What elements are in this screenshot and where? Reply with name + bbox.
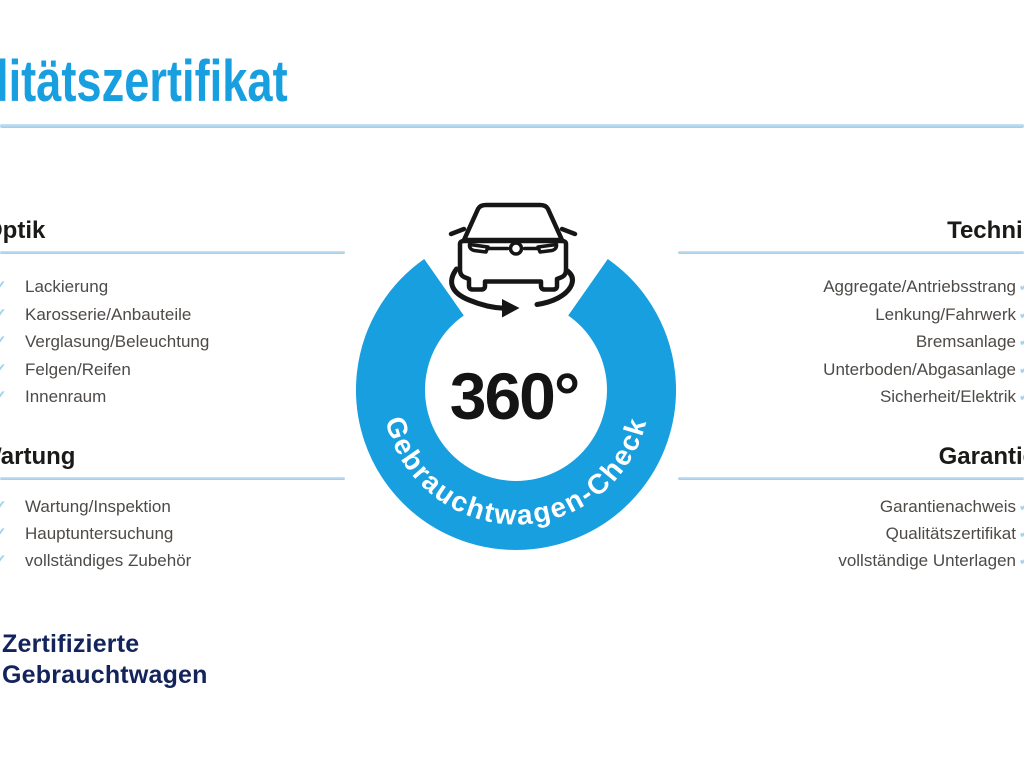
check-icon: ✓	[1018, 333, 1024, 351]
check-icon: ✓	[0, 306, 7, 323]
checklist-item-label: Sicherheit/Elektrik	[879, 387, 1016, 406]
section-heading-garantie: Garantie	[938, 443, 1024, 470]
brand-line1: Zertifizierte	[2, 630, 140, 658]
check-icon: ✓	[1018, 498, 1024, 516]
checklist-item-label: Bremsanlage	[915, 332, 1016, 351]
check-icon: ✓	[1018, 552, 1024, 570]
checklist-item-label: Innenraum	[25, 387, 107, 406]
badge-ring	[356, 258, 676, 550]
checklist-item: ✓ Felgen/Reifen	[0, 359, 131, 381]
checklist-item: vollständige Unterlagen ✓	[838, 550, 1024, 572]
section-heading-technik: Technik	[947, 217, 1024, 244]
checklist-item-label: Felgen/Reifen	[25, 360, 131, 379]
badge-value: 360°	[450, 359, 579, 433]
check-icon: ✓	[0, 498, 7, 515]
section-heading-wartung: Wartung	[0, 443, 76, 470]
check-icon: ✓	[0, 278, 7, 295]
checklist-item: Garantienachweis ✓	[880, 496, 1024, 518]
brand-logo-text: Zertifizierte Gebrauchtwagen	[2, 629, 208, 691]
checklist-item: Bremsanlage ✓	[916, 331, 1024, 353]
checklist-item: Unterboden/Abgasanlage ✓	[823, 359, 1024, 381]
checklist-item: ✓ Wartung/Inspektion	[0, 496, 171, 518]
check-icon: ✓	[1018, 278, 1024, 296]
checklist-item: ✓ Lackierung	[0, 276, 108, 298]
title-divider	[0, 124, 1024, 128]
rotate-arrow-icon	[449, 266, 575, 318]
checklist-item-label: Lenkung/Fahrwerk	[875, 305, 1016, 324]
checklist-item: ✓ Hauptuntersuchung	[0, 523, 173, 545]
check-icon: ✓	[1018, 306, 1024, 324]
section-divider-wartung	[0, 477, 345, 480]
check-icon: ✓	[1018, 525, 1024, 543]
section-heading-optik: Optik	[0, 217, 46, 244]
checklist-item-label: Verglasung/Beleuchtung	[25, 332, 210, 351]
checklist-item: Aggregate/Antriebsstrang ✓	[823, 276, 1024, 298]
check-icon: ✓	[0, 388, 7, 405]
checklist-item-label: Lackierung	[25, 277, 109, 296]
section-divider-technik	[678, 251, 1024, 254]
checklist-item: Sicherheit/Elektrik ✓	[880, 386, 1024, 408]
checklist-item-label: Qualitätszertifikat	[885, 524, 1016, 543]
page-title: litätszertifikat	[0, 49, 288, 114]
check-icon: ✓	[1018, 388, 1024, 406]
check-icon: ✓	[1018, 361, 1024, 379]
checklist-item-label: Unterboden/Abgasanlage	[823, 360, 1016, 379]
section-divider-garantie	[678, 477, 1024, 480]
checklist-item-label: Aggregate/Antriebsstrang	[823, 277, 1016, 296]
check-icon: ✓	[0, 333, 7, 350]
checklist-item-label: vollständiges Zubehör	[25, 551, 192, 570]
checklist-item-label: vollständige Unterlagen	[838, 551, 1016, 570]
checklist-item: ✓ Karosserie/Anbauteile	[0, 304, 191, 326]
checklist-item-label: Garantienachweis	[879, 497, 1016, 516]
check-icon: ✓	[0, 552, 7, 569]
checklist-item: Qualitätszertifikat ✓	[886, 523, 1024, 545]
checklist-item-label: Wartung/Inspektion	[25, 497, 171, 516]
checklist-item-label: Hauptuntersuchung	[25, 524, 174, 543]
check-icon: ✓	[0, 525, 7, 542]
check-icon: ✓	[0, 361, 7, 378]
section-divider-optik	[0, 251, 345, 254]
checklist-item: ✓ vollständiges Zubehör	[0, 550, 191, 572]
checklist-item: ✓ Innenraum	[0, 386, 106, 408]
checklist-item: ✓ Verglasung/Beleuchtung	[0, 331, 209, 353]
checklist-item-label: Karosserie/Anbauteile	[25, 305, 192, 324]
360-badge: Gebrauchtwagen-Check 360°	[356, 202, 676, 550]
checklist-item: Lenkung/Fahrwerk ✓	[875, 304, 1024, 326]
brand-line2: Gebrauchtwagen	[2, 661, 208, 689]
car-front-icon	[448, 202, 578, 292]
